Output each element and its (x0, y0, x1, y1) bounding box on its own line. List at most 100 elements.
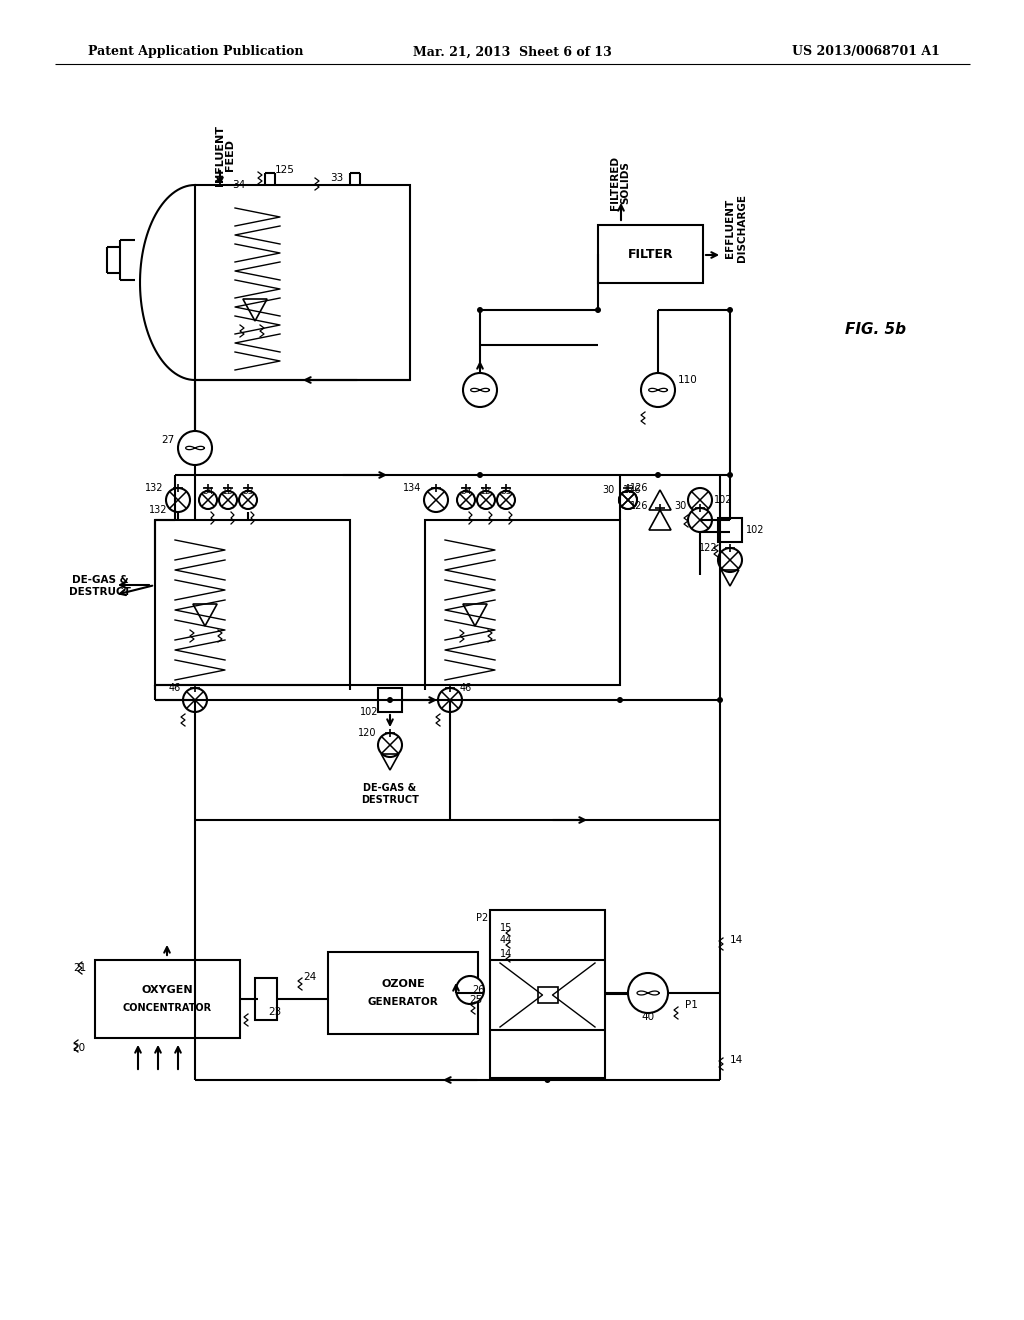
Bar (718, 517, 742, 543)
Circle shape (199, 491, 217, 510)
Text: 12: 12 (480, 487, 492, 495)
Text: 14: 14 (730, 1055, 743, 1065)
Text: 26: 26 (473, 985, 485, 995)
Text: 25: 25 (469, 995, 482, 1005)
Text: 102: 102 (746, 525, 765, 535)
Bar (490, 909, 605, 1078)
Circle shape (617, 697, 623, 704)
Circle shape (463, 374, 497, 407)
Text: 126: 126 (623, 484, 641, 495)
Circle shape (424, 488, 449, 512)
Text: 102: 102 (359, 708, 378, 717)
Text: FEED: FEED (225, 139, 234, 172)
Circle shape (183, 688, 207, 711)
Circle shape (477, 491, 495, 510)
Text: 46: 46 (169, 682, 181, 693)
Circle shape (717, 697, 723, 704)
Text: 134: 134 (402, 483, 421, 492)
Circle shape (655, 473, 662, 478)
Text: DESTRUCT: DESTRUCT (69, 587, 131, 597)
Circle shape (497, 491, 515, 510)
Bar (378, 688, 402, 711)
Text: OXYGEN: OXYGEN (141, 985, 194, 995)
Circle shape (688, 508, 712, 532)
Circle shape (477, 473, 483, 478)
Circle shape (618, 491, 637, 510)
Text: INFLUENT: INFLUENT (215, 124, 225, 186)
Circle shape (387, 697, 393, 704)
Circle shape (178, 432, 212, 465)
Bar (255, 978, 278, 1020)
Text: 126: 126 (630, 483, 648, 492)
Text: FIG. 5b: FIG. 5b (845, 322, 906, 338)
Circle shape (595, 308, 601, 313)
Circle shape (438, 688, 462, 711)
Text: 20: 20 (72, 1043, 85, 1053)
Text: 30: 30 (675, 502, 687, 511)
Bar (328, 952, 478, 1034)
Text: 34: 34 (203, 487, 214, 495)
Text: Patent Application Publication: Patent Application Publication (88, 45, 303, 58)
Text: FILTER: FILTER (628, 248, 674, 260)
Bar (195, 185, 410, 380)
Circle shape (618, 491, 637, 510)
Text: Mar. 21, 2013  Sheet 6 of 13: Mar. 21, 2013 Sheet 6 of 13 (413, 45, 611, 58)
Text: 122: 122 (699, 543, 718, 553)
Text: 125: 125 (275, 165, 295, 176)
Text: 27: 27 (162, 436, 175, 445)
Circle shape (688, 488, 712, 512)
Text: 14: 14 (500, 949, 512, 960)
Text: FILTERED: FILTERED (610, 156, 620, 210)
Text: P2: P2 (476, 913, 488, 923)
Bar (425, 520, 620, 685)
Text: 132: 132 (144, 483, 163, 492)
Circle shape (457, 491, 475, 510)
Text: 132: 132 (148, 506, 167, 515)
Circle shape (727, 308, 733, 313)
Text: US 2013/0068701 A1: US 2013/0068701 A1 (793, 45, 940, 58)
Text: 33: 33 (501, 487, 512, 495)
Text: EFFLUENT: EFFLUENT (725, 198, 735, 257)
Circle shape (545, 1077, 551, 1082)
Text: GENERATOR: GENERATOR (368, 997, 438, 1007)
Text: 46: 46 (460, 682, 472, 693)
Text: 23: 23 (268, 1007, 282, 1016)
Text: P1: P1 (685, 1001, 698, 1010)
Text: 30: 30 (603, 484, 615, 495)
Text: 34: 34 (461, 487, 472, 495)
Circle shape (628, 973, 668, 1012)
Bar (155, 520, 350, 685)
Circle shape (641, 374, 675, 407)
Circle shape (378, 733, 402, 756)
Circle shape (456, 975, 484, 1005)
Text: 12: 12 (222, 487, 233, 495)
Text: 14: 14 (730, 935, 743, 945)
Circle shape (239, 491, 257, 510)
Text: OZONE: OZONE (381, 979, 425, 989)
Bar (598, 224, 703, 282)
Text: 34: 34 (232, 180, 246, 190)
Text: DESTRUCT: DESTRUCT (361, 795, 419, 805)
Bar (538, 987, 557, 1003)
Text: 33: 33 (330, 173, 343, 183)
Text: 33: 33 (243, 487, 254, 495)
Bar (95, 960, 240, 1038)
Text: 40: 40 (641, 1012, 654, 1022)
Circle shape (166, 488, 190, 512)
Text: 110: 110 (678, 375, 697, 385)
Text: 44: 44 (500, 935, 512, 945)
Text: SOLIDS: SOLIDS (620, 161, 630, 205)
Circle shape (718, 548, 742, 572)
Text: 120: 120 (357, 729, 376, 738)
Text: DISCHARGE: DISCHARGE (737, 194, 746, 261)
Circle shape (477, 308, 483, 313)
Text: 21: 21 (74, 964, 87, 973)
Circle shape (727, 473, 733, 478)
Text: 15: 15 (500, 923, 512, 933)
Text: 102: 102 (714, 495, 732, 506)
Circle shape (219, 491, 237, 510)
Text: 24: 24 (303, 972, 316, 982)
Text: CONCENTRATOR: CONCENTRATOR (123, 1003, 212, 1012)
Text: 126: 126 (630, 502, 648, 511)
Text: DE-GAS &: DE-GAS & (364, 783, 417, 793)
